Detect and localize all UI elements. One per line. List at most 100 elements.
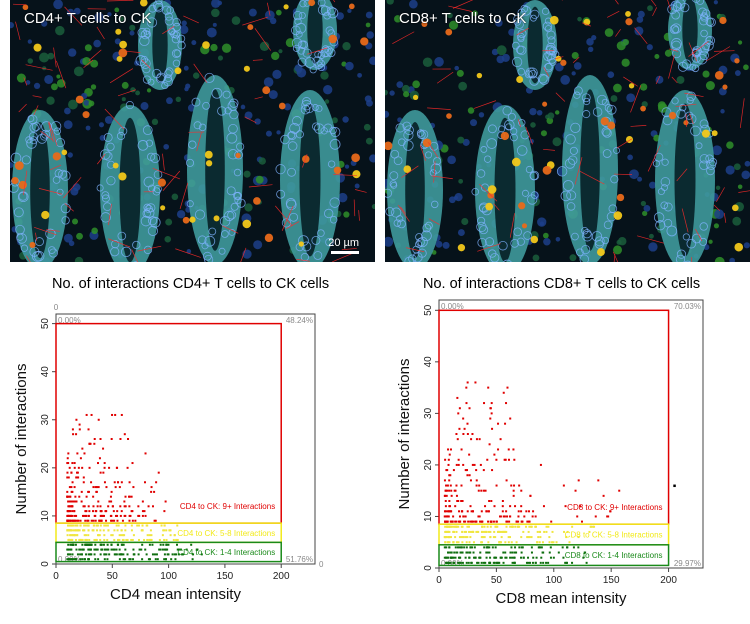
data-point: [460, 500, 463, 502]
data-point: [446, 525, 449, 528]
ck-cell-outline: [139, 35, 150, 46]
ck-cell-outline: [601, 127, 611, 137]
data-point: [176, 524, 179, 527]
data-point: [69, 500, 72, 503]
y-tick-label: 10: [423, 510, 434, 522]
data-point: [451, 556, 454, 559]
ck-cell-outline: [18, 191, 28, 201]
ck-cell-outline: [692, 0, 701, 3]
ck-cell-outline: [520, 4, 529, 13]
t-cell: [385, 141, 393, 151]
cell-nucleus: [543, 232, 549, 239]
t-cell: [734, 58, 740, 64]
data-point: [487, 520, 490, 523]
data-point: [163, 538, 166, 541]
t-cell: [18, 180, 27, 190]
data-point: [117, 538, 120, 541]
t-cell: [734, 242, 744, 252]
data-point: [475, 438, 478, 441]
data-point: [118, 548, 121, 551]
data-point: [191, 558, 194, 561]
interaction-line: [675, 103, 697, 107]
cell-nucleus: [713, 223, 720, 229]
ck-cell-outline: [315, 105, 323, 113]
data-point: [146, 534, 149, 537]
data-point: [466, 510, 469, 513]
ck-cell-outline: [671, 10, 681, 20]
t-cell: [360, 37, 369, 46]
data-point: [75, 514, 78, 517]
data-point: [81, 466, 84, 469]
cell-nucleus: [344, 164, 350, 169]
data-point: [469, 505, 472, 508]
cell-nucleus: [646, 44, 653, 51]
ck-cell-outline: [298, 235, 309, 246]
data-point: [493, 530, 496, 533]
ck-cell-outline: [204, 235, 216, 247]
data-point: [464, 469, 467, 472]
data-point: [482, 530, 485, 533]
interaction-line: [397, 204, 410, 222]
ck-cell-outline: [573, 86, 583, 96]
ck-cell-outline: [389, 171, 399, 181]
interaction-line: [448, 5, 472, 12]
ck-cell-outline: [509, 127, 518, 136]
data-point: [124, 524, 127, 527]
ck-cell-outline: [311, 104, 319, 111]
ck-cell-outline: [705, 36, 713, 44]
ck-cell-outline: [675, 254, 686, 262]
t-cell: [333, 166, 342, 175]
data-point: [470, 510, 473, 513]
data-point: [504, 556, 507, 559]
data-point: [507, 541, 510, 544]
data-point: [526, 520, 529, 523]
ck-cell-outline: [516, 45, 527, 56]
data-point: [451, 520, 454, 523]
ck-cell-outline: [660, 201, 669, 210]
ck-cell-outline: [511, 41, 520, 50]
interaction-line: [392, 31, 415, 44]
cell-nucleus: [648, 242, 658, 252]
ck-cell-outline: [17, 191, 29, 203]
data-point: [98, 519, 101, 522]
cell-nucleus: [610, 95, 618, 103]
cell-nucleus: [467, 107, 475, 114]
cell-nucleus: [613, 83, 622, 93]
data-point: [513, 484, 516, 487]
interaction-line: [32, 95, 42, 98]
ck-cell-outline: [101, 191, 110, 200]
ck-cell-outline: [601, 98, 609, 106]
data-point: [458, 427, 461, 430]
chart-title-cd8: No. of interactions CD8+ T cells to CK c…: [423, 276, 701, 292]
interaction-line: [616, 138, 633, 149]
ck-cell-outline: [676, 249, 687, 259]
interaction-line: [405, 247, 425, 253]
data-point: [527, 556, 530, 559]
t-cell: [82, 111, 90, 119]
data-point: [169, 534, 172, 537]
data-point: [114, 413, 117, 416]
data-point: [90, 543, 93, 546]
ck-cell-outline: [53, 127, 61, 135]
ck-cell-outline: [601, 236, 610, 245]
data-point: [148, 534, 151, 537]
data-point: [128, 558, 131, 561]
data-point: [446, 520, 449, 523]
data-point: [460, 525, 463, 528]
ck-cell-outline: [13, 207, 24, 218]
data-point: [71, 462, 74, 465]
data-point: [151, 553, 154, 556]
cell-nucleus: [278, 49, 283, 54]
cell-nucleus: [457, 136, 465, 144]
cell-nucleus: [47, 52, 55, 60]
data-point: [182, 553, 185, 556]
cell-nucleus: [240, 104, 246, 110]
crypt-lumen: [307, 0, 323, 64]
data-point: [86, 519, 89, 522]
data-point: [509, 525, 512, 528]
data-point: [69, 529, 72, 532]
ck-cell-outline: [58, 169, 68, 179]
data-point: [66, 558, 69, 561]
data-point: [462, 463, 465, 466]
cell-nucleus: [715, 185, 721, 191]
